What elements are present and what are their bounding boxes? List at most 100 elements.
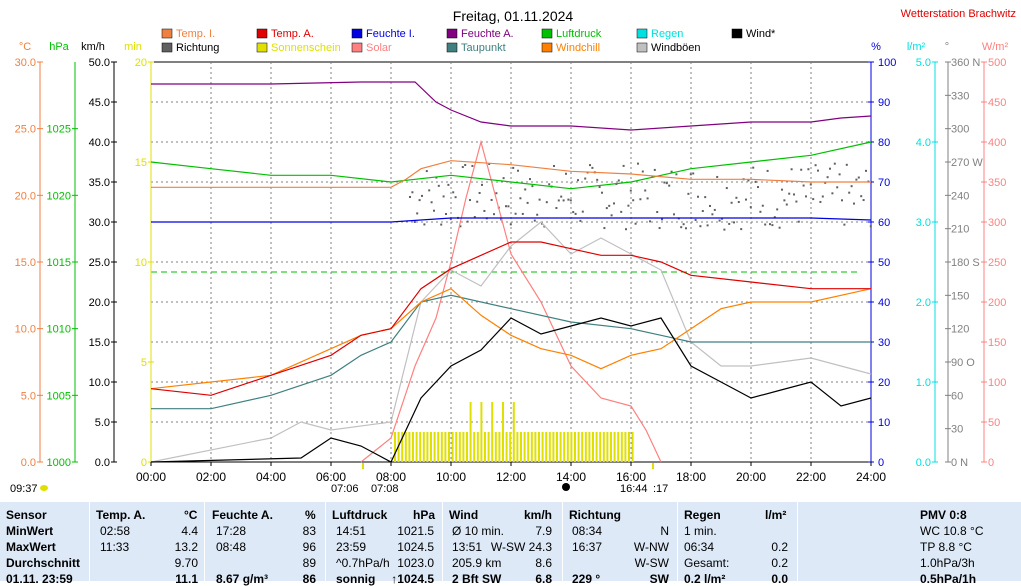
axis-label-kmh: 5.0 <box>95 417 110 429</box>
direction-point <box>442 195 445 198</box>
direction-point <box>538 198 541 201</box>
stat-r-val: 0.0 <box>771 572 788 586</box>
direction-point <box>507 205 510 208</box>
axis-label-hpa: 1020 <box>47 190 71 202</box>
direction-point <box>433 209 435 212</box>
axis-unit-rain: l/m² <box>907 41 926 53</box>
stat-ta-time: 11:33 <box>100 540 130 554</box>
legend-swatch <box>541 28 553 39</box>
axis-label-rain: 3.0 <box>916 217 931 229</box>
direction-point <box>454 196 457 199</box>
direction-point <box>740 228 743 231</box>
axis-label-solar: 400 <box>988 137 1006 149</box>
direction-point <box>817 169 819 172</box>
sunshine-bar <box>412 432 414 462</box>
axis-label-kmh: 10.0 <box>89 377 110 389</box>
legend-label: Solar <box>366 42 392 54</box>
direction-point <box>440 223 443 226</box>
stat-ta-val: 9.70 <box>174 556 198 570</box>
direction-point <box>589 164 591 167</box>
sunshine-bar <box>595 432 598 462</box>
stat-p-val: ↑1024.5 <box>391 572 434 586</box>
direction-point <box>860 195 863 198</box>
direction-point <box>776 208 779 211</box>
direction-point <box>805 195 807 198</box>
direction-point <box>591 166 594 169</box>
stat-label: MinWert <box>6 524 54 538</box>
direction-point <box>833 162 836 165</box>
plot-series <box>150 81 872 463</box>
direction-point <box>761 204 764 207</box>
stat-w-label: 2 Bft SW <box>452 572 502 586</box>
stat-p-val: 1023.0 <box>397 556 434 570</box>
axis-label-dir: 30 <box>951 424 963 436</box>
axis-label-temp: 5.0 <box>21 390 36 402</box>
direction-point <box>459 225 462 228</box>
axis-label-hpa: 1025 <box>47 124 71 136</box>
weather-chart: Freitag, 01.11.2024 Wetterstation Brachw… <box>10 8 1016 495</box>
x-tick-label: 00:00 <box>136 470 166 484</box>
stat-p-val: 1021.5 <box>397 524 434 538</box>
direction-point <box>425 170 428 173</box>
axis-label-temp: 10.0 <box>15 324 36 336</box>
sunshine-bar <box>552 432 555 462</box>
direction-point <box>706 224 709 227</box>
legend-label: Temp. A. <box>271 28 314 40</box>
sun-icon <box>40 485 48 491</box>
axis-label-rain: 2.0 <box>916 297 931 309</box>
sunshine-bar <box>448 432 450 462</box>
direction-point <box>481 183 483 186</box>
direction-point <box>596 178 599 181</box>
direction-point <box>656 211 659 214</box>
axis-label-solar: 100 <box>988 377 1006 389</box>
sun-left-time: 09:37 <box>10 483 38 495</box>
direction-point <box>476 200 479 203</box>
sunshine-bar <box>433 432 436 462</box>
sunshine-bar <box>394 432 396 462</box>
direction-point <box>865 169 867 172</box>
direction-point <box>713 208 716 211</box>
x-tick-label: 16:00 <box>616 470 646 484</box>
legend-label: Feuchte I. <box>366 28 415 40</box>
axis-label-temp: 25.0 <box>15 124 36 136</box>
direction-point <box>560 195 563 198</box>
axis-label-solar: 150 <box>988 337 1006 349</box>
direction-point <box>685 227 687 230</box>
legend-swatch <box>446 42 458 53</box>
stat-label: Durchschnitt <box>6 556 81 570</box>
sunshine-bar <box>559 432 562 462</box>
direction-point <box>793 193 795 196</box>
direction-point <box>687 192 690 195</box>
direction-point <box>646 197 649 200</box>
direction-point <box>862 199 865 202</box>
sunshine-bar <box>556 432 558 462</box>
x-tick-label: 14:00 <box>556 470 586 484</box>
direction-point <box>821 195 824 198</box>
direction-point <box>769 223 771 226</box>
axis-label-solar: 500 <box>988 57 1006 69</box>
station-label: Wetterstation Brachwitz <box>901 8 1016 20</box>
direction-point <box>665 182 668 185</box>
series-feuchte-a <box>151 81 872 131</box>
sunshine-bar <box>620 432 623 462</box>
sunshine-bar <box>624 432 627 462</box>
legend-swatch <box>256 42 268 53</box>
sunshine-bar <box>473 432 476 462</box>
direction-point <box>845 163 848 166</box>
direction-point <box>773 216 776 219</box>
stat-d-time: 229 ° <box>572 572 601 586</box>
axis-label-temp: 20.0 <box>15 190 36 202</box>
header-temp: Temp. A. <box>96 508 146 522</box>
stat-pmv: TP 8.8 °C <box>920 540 972 554</box>
axis-label-hpa: 1000 <box>47 457 71 469</box>
direction-point <box>555 207 558 210</box>
axis-label-pct: 20 <box>878 377 890 389</box>
sunrise-marker <box>362 463 364 469</box>
stat-p-time: 14:51 <box>336 524 367 538</box>
direction-point <box>824 181 827 184</box>
axis-label-rain: 1.0 <box>916 377 931 389</box>
axis-label-temp: 0.0 <box>21 457 36 469</box>
direction-point <box>562 199 565 202</box>
direction-point <box>601 191 603 194</box>
direction-point <box>802 184 805 187</box>
